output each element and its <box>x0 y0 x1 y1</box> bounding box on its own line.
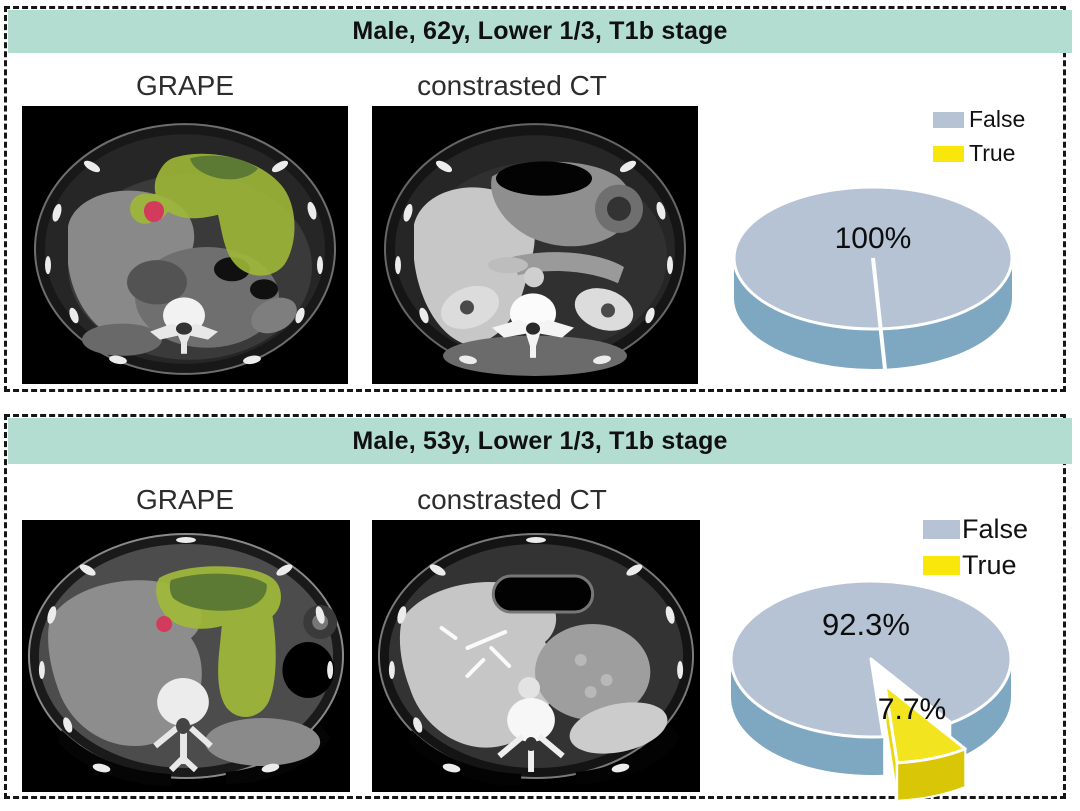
pie-3d-case-1: 100% <box>732 185 1014 370</box>
case-1-contrasted-ct-image <box>372 106 698 384</box>
anatomy-illustration <box>384 123 686 376</box>
ct-axial-abdomen-grape-2 <box>22 520 350 792</box>
legend-label-false: False <box>969 106 1026 132</box>
pie-side-false-left <box>731 659 884 775</box>
case-1-title-bar: Male, 62y, Lower 1/3, T1b stage <box>8 10 1072 53</box>
legend-swatch-true <box>923 556 960 575</box>
segmentation-dark-region <box>190 155 258 180</box>
case-2-legend: False True <box>923 514 1028 586</box>
case-2-contrasted-ct-image <box>372 520 700 792</box>
case-2-pie-chart: 92.3% 7.7% <box>713 573 1043 803</box>
legend-label-true: True <box>962 550 1017 580</box>
case-1-grape-label: GRAPE <box>135 70 235 101</box>
legend-swatch-false <box>923 520 960 539</box>
case-1-title: Male, 62y, Lower 1/3, T1b stage <box>352 17 728 45</box>
legend-item-false: False <box>933 106 1025 133</box>
anatomy-illustration <box>377 533 695 786</box>
case-2-grape-label: GRAPE <box>135 484 235 515</box>
case-1-contrast-ct-label: constrasted CT <box>417 70 607 101</box>
legend-item-false: False <box>923 514 1028 545</box>
pie-slice-false <box>729 579 1013 739</box>
lesion-marker <box>143 201 164 223</box>
pie-slice-true <box>883 683 967 765</box>
legend-swatch-false <box>933 111 964 128</box>
ct-axial-abdomen-grape-1 <box>22 106 348 384</box>
case-1-legend: False True <box>933 106 1025 174</box>
case-2-title-bar: Male, 53y, Lower 1/3, T1b stage <box>8 418 1072 464</box>
pie-side-false-right <box>951 659 1011 761</box>
lesion-marker <box>156 616 173 632</box>
pie-slice-true-exploded <box>883 683 967 803</box>
case-1-pie-chart: 100% <box>722 178 1032 383</box>
pie-label-100: 100% <box>835 222 912 255</box>
legend-label-true: True <box>969 140 1016 166</box>
legend-item-true: True <box>923 550 1028 581</box>
case-2-grape-ct-image <box>22 520 350 792</box>
case-1-grape-ct-image <box>22 106 348 384</box>
ct-axial-abdomen-contrast-2 <box>372 520 700 792</box>
ct-axial-abdomen-contrast-1 <box>372 106 698 384</box>
legend-swatch-true <box>933 145 964 162</box>
case-2-contrast-ct-label: constrasted CT <box>417 484 607 515</box>
pie-slice-divider <box>871 257 887 370</box>
pie-side-false <box>734 258 1012 369</box>
pie-3d-case-2: 92.3% 7.7% <box>729 579 1013 803</box>
segmentation-dark-region <box>169 573 267 611</box>
case-2-title: Male, 53y, Lower 1/3, T1b stage <box>352 426 728 455</box>
pie-label-true-pct: 7.7% <box>878 693 946 726</box>
legend-label-false: False <box>962 514 1029 544</box>
pie-label-false-pct: 92.3% <box>822 607 910 642</box>
legend-item-true: True <box>933 140 1025 167</box>
